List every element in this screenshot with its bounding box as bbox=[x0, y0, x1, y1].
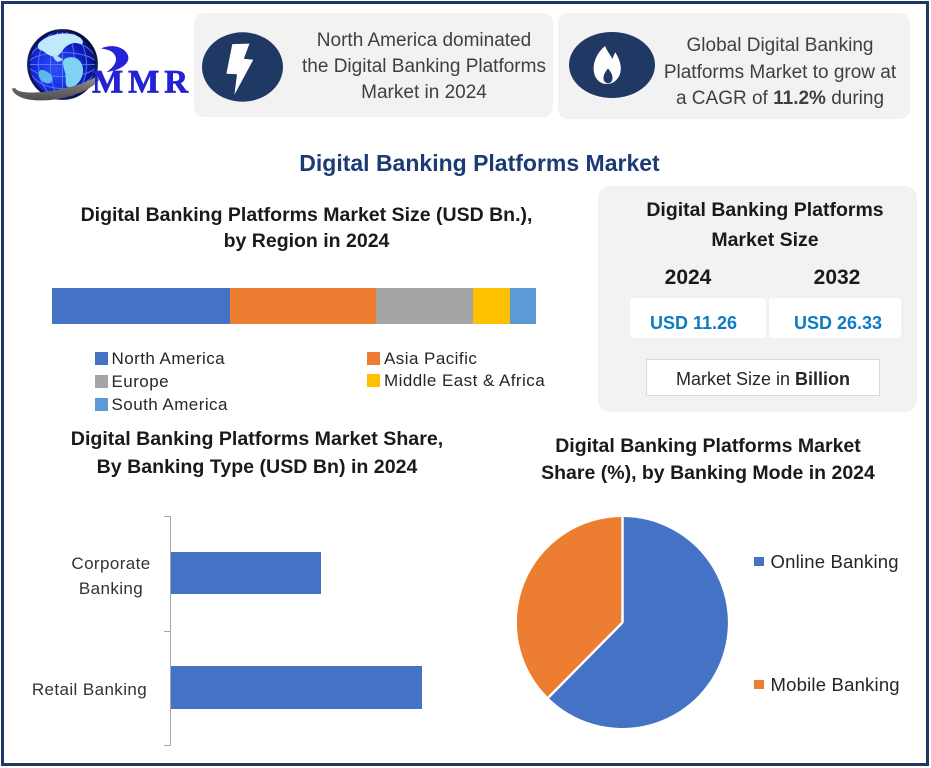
svg-text:MMR: MMR bbox=[92, 65, 193, 101]
